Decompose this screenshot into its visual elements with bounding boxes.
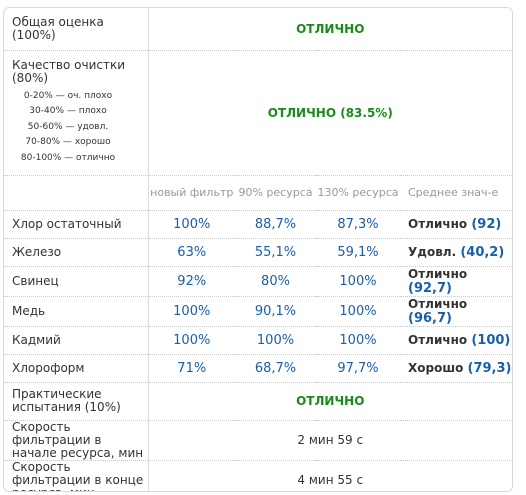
element-value: 90,1% bbox=[235, 296, 316, 327]
rating: Отлично bbox=[408, 296, 468, 311]
element-name: Медь bbox=[4, 296, 149, 327]
element-value: 100% bbox=[148, 326, 235, 355]
scale-item: 80-100% — отлично bbox=[20, 152, 116, 163]
element-value: 63% bbox=[148, 238, 235, 267]
empty-cell bbox=[4, 175, 149, 211]
rating-cell: Удовл. (40,2) bbox=[400, 238, 512, 267]
speed-value: 4 мин 55 с bbox=[297, 473, 364, 487]
cleaning-value: ОТЛИЧНО (83.5%) bbox=[148, 50, 512, 176]
element-row: Медь 100% 90,1% 100% Отлично (96,7) bbox=[4, 296, 512, 327]
scale-legend: 0-20% — оч. плохо 30-40% — плохо 50-60% — … bbox=[12, 89, 124, 167]
rating-table: Общая оценка (100%) ОТЛИЧНО Качество очи… bbox=[3, 7, 513, 492]
column-header: 130% ресурса bbox=[316, 175, 400, 211]
element-name: Кадмий bbox=[4, 326, 149, 355]
element-name: Железо bbox=[4, 238, 149, 267]
score: (92,7) bbox=[408, 280, 452, 296]
element-row: Свинец 92% 80% 100% Отлично (92,7) bbox=[4, 266, 512, 297]
element-value: 71% bbox=[148, 354, 235, 383]
element-value: 59,1% bbox=[316, 238, 400, 267]
element-row: Кадмий 100% 100% 100% Отлично (100) bbox=[4, 326, 512, 355]
column-header: новый фильтр bbox=[148, 175, 235, 211]
element-value: 80% bbox=[235, 266, 316, 297]
element-value: 100% bbox=[316, 296, 400, 327]
rating-cell: Хорошо (79,3) bbox=[400, 354, 512, 383]
row-label: Скорость фильтрации в начале ресурса, ми… bbox=[4, 420, 149, 461]
row-label: Качество очистки (80%) bbox=[12, 57, 126, 85]
row-label: Практические испытания (10%) bbox=[4, 382, 149, 421]
element-value: 55,1% bbox=[235, 238, 316, 267]
element-name: Хлороформ bbox=[4, 354, 149, 383]
speed-value: 2 мин 59 с bbox=[148, 420, 512, 461]
score: (79,3) bbox=[467, 360, 512, 376]
element-value: 88,7% bbox=[235, 210, 316, 239]
score: (92) bbox=[471, 216, 502, 232]
rating: Хорошо bbox=[408, 360, 464, 375]
rating-cell: Отлично (100) bbox=[400, 326, 512, 355]
cleaning-cell: Качество очистки (80%) 0-20% — оч. плохо… bbox=[4, 50, 149, 176]
row-label: Общая оценка (100%) bbox=[4, 8, 149, 51]
element-name: Хлор остаточный bbox=[4, 210, 149, 239]
element-row: Железо 63% 55,1% 59,1% Удовл. (40,2) bbox=[4, 238, 512, 267]
element-value: 97,7% bbox=[316, 354, 400, 383]
rating: Удовл. bbox=[408, 244, 457, 259]
element-value: 87,3% bbox=[316, 210, 400, 239]
rating: Отлично bbox=[408, 266, 468, 281]
element-value: 92% bbox=[148, 266, 235, 297]
rating: Отлично bbox=[408, 332, 468, 347]
element-row: Хлороформ 71% 68,7% 97,7% Хорошо (79,3) bbox=[4, 354, 512, 383]
rating: Отлично bbox=[408, 216, 468, 231]
element-value: 100% bbox=[316, 326, 400, 355]
overall-value: ОТЛИЧНО bbox=[148, 8, 512, 51]
element-name: Свинец bbox=[4, 266, 149, 297]
scale-item: 30-40% — плохо bbox=[29, 106, 107, 116]
element-value: 68,7% bbox=[235, 354, 316, 383]
rating-cell: Отлично (92) bbox=[400, 210, 512, 239]
rating-cell: Отлично (96,7) bbox=[400, 296, 512, 327]
element-value: 100% bbox=[316, 266, 400, 297]
element-value: 100% bbox=[148, 210, 235, 239]
scale-item: 0-20% — оч. плохо bbox=[23, 90, 113, 101]
score: (40,2) bbox=[460, 244, 505, 260]
scale-item: 70-80% — хорошо bbox=[25, 137, 111, 147]
element-value: 100% bbox=[235, 326, 316, 355]
column-header: Среднее знач-е bbox=[400, 175, 512, 211]
element-row: Хлор остаточный 100% 88,7% 87,3% Отлично (92… bbox=[4, 210, 512, 239]
row-label: Скорость фильтрации в конце ресурса, мин bbox=[4, 460, 149, 491]
score: (96,7) bbox=[408, 310, 452, 326]
practical-value: ОТЛИЧНО bbox=[148, 382, 512, 421]
scale-item: 50-60% — удовл. bbox=[27, 121, 109, 132]
rating-cell: Отлично (92,7) bbox=[400, 266, 512, 297]
table: Общая оценка (100%) ОТЛИЧНО Качество очи… bbox=[4, 8, 512, 491]
score: (100) bbox=[471, 332, 511, 348]
element-value: 100% bbox=[148, 296, 235, 327]
column-header: 90% ресурса bbox=[235, 175, 316, 211]
